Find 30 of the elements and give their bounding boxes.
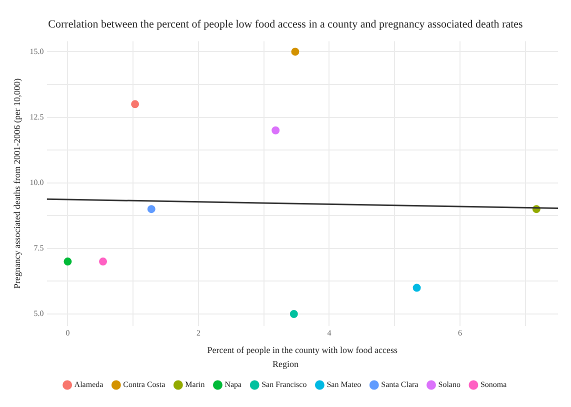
- point: [147, 205, 156, 214]
- point: [290, 310, 298, 318]
- x-tick-label: 4: [327, 328, 332, 338]
- y-tick-label: 12.5: [30, 112, 44, 122]
- y-axis-title: Pregnancy associated deaths from 2001-2006 (per 10,000): [12, 78, 22, 289]
- y-tick-label: 7.5: [34, 244, 44, 253]
- x-tick-label: 2: [196, 328, 200, 338]
- legend-label: Sonoma: [480, 380, 508, 390]
- legend-title: Region: [272, 359, 299, 370]
- x-tick-label: 0: [66, 328, 70, 338]
- point: [291, 48, 300, 56]
- legend-label: San Francisco: [262, 380, 307, 390]
- x-tick-label: 6: [458, 328, 462, 338]
- chart-title: Correlation between the percent of people low food access in a county and pregnancy associated death rates: [48, 18, 523, 30]
- text: 5.0: [34, 309, 44, 318]
- y-tick-label: 10.0: [30, 178, 44, 187]
- x-axis-title: Percent of people in the county with low food access: [207, 345, 398, 356]
- point: [272, 126, 280, 134]
- point: [99, 258, 108, 266]
- legend-label: Santa Clara: [381, 380, 419, 390]
- point: [64, 258, 72, 266]
- legend-label: Marin: [185, 380, 205, 390]
- y-tick-label: 15.0: [30, 46, 44, 56]
- point: [131, 100, 140, 108]
- legend-label: Contra Costa: [123, 380, 166, 390]
- legend-label: Alameda: [74, 380, 104, 390]
- legend-label: Solano: [438, 380, 460, 390]
- legend-label: San Mateo: [326, 380, 362, 390]
- point: [412, 284, 421, 292]
- legend-label: Napa: [224, 380, 242, 390]
